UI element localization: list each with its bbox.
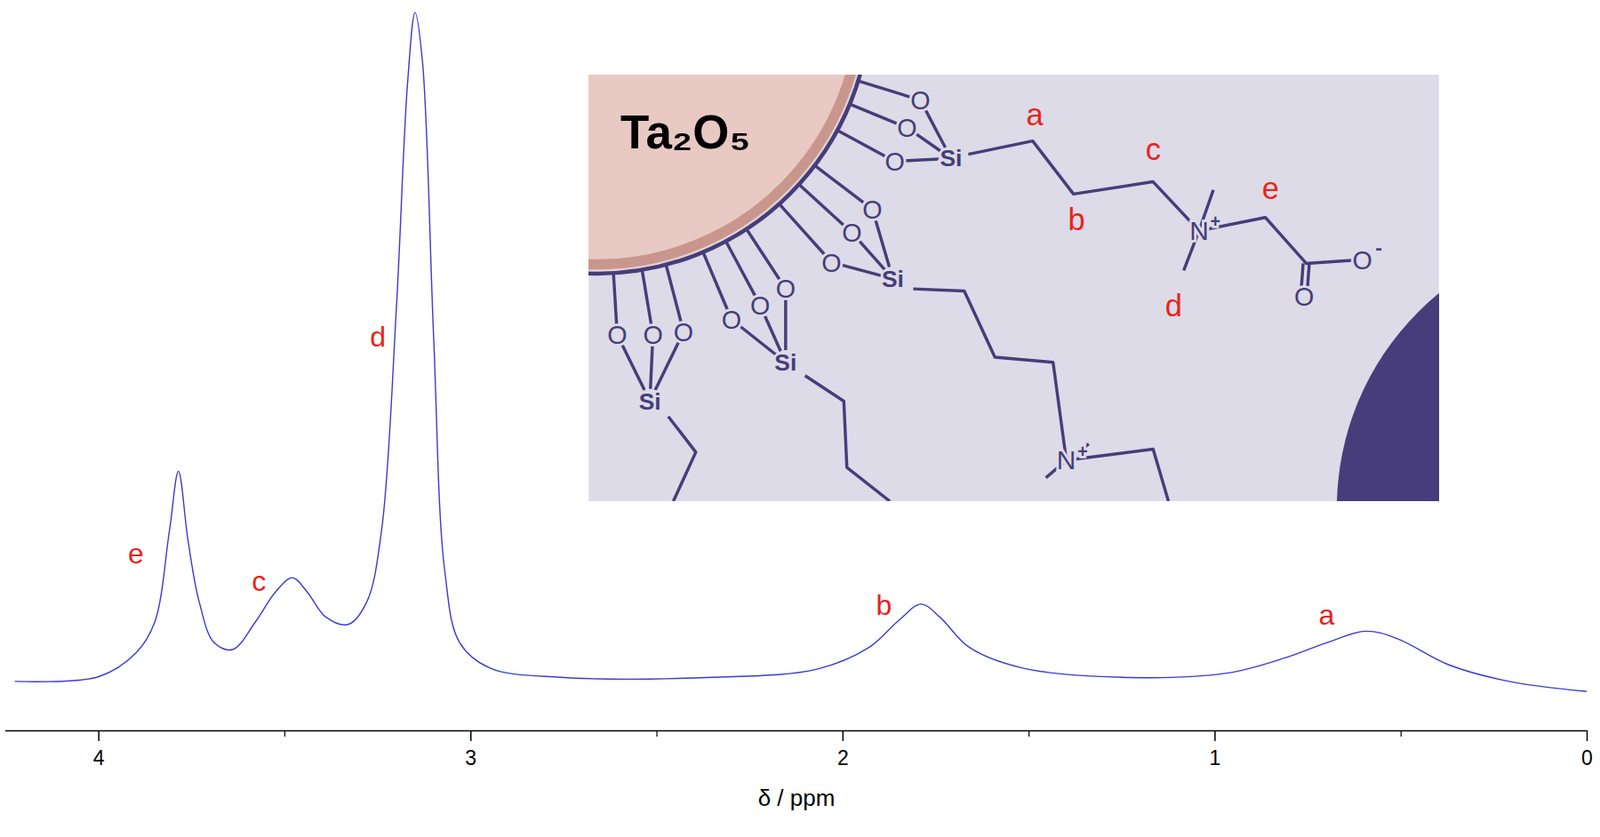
svg-text:d: d xyxy=(1165,288,1183,323)
svg-text:Si: Si xyxy=(639,388,662,416)
svg-text:0: 0 xyxy=(1581,746,1593,770)
svg-text:O: O xyxy=(841,218,862,248)
svg-text:b: b xyxy=(1068,202,1086,237)
svg-text:Ta₂O₅: Ta₂O₅ xyxy=(620,105,751,159)
svg-text:e: e xyxy=(128,537,144,570)
svg-text:O: O xyxy=(896,113,917,143)
svg-text:-: - xyxy=(1375,235,1383,259)
svg-text:Si: Si xyxy=(939,144,962,172)
svg-text:O: O xyxy=(607,320,627,350)
svg-text:O: O xyxy=(862,195,882,224)
svg-text:1: 1 xyxy=(1209,746,1222,770)
svg-text:N: N xyxy=(1056,445,1077,475)
svg-text:O: O xyxy=(721,305,742,335)
svg-text:3: 3 xyxy=(464,746,477,770)
svg-text:Si: Si xyxy=(774,349,797,376)
svg-text:O: O xyxy=(750,291,770,320)
svg-text:O: O xyxy=(1352,246,1372,275)
svg-text:O: O xyxy=(776,274,796,304)
svg-text:b: b xyxy=(875,589,892,622)
svg-text:O: O xyxy=(1294,282,1314,312)
svg-text:+: + xyxy=(1077,441,1088,462)
svg-text:O: O xyxy=(910,86,930,115)
svg-text:d: d xyxy=(369,320,386,353)
svg-text:+: + xyxy=(1210,211,1221,232)
svg-text:O: O xyxy=(821,248,841,278)
svg-text:4: 4 xyxy=(93,746,105,770)
svg-text:c: c xyxy=(1145,132,1161,167)
svg-text:δ / ppm: δ / ppm xyxy=(758,784,836,812)
svg-text:O: O xyxy=(885,147,905,176)
svg-text:c: c xyxy=(251,565,266,598)
svg-text:O: O xyxy=(673,318,694,347)
svg-text:Si: Si xyxy=(881,265,904,293)
svg-text:a: a xyxy=(1319,599,1336,632)
svg-text:a: a xyxy=(1025,97,1044,132)
svg-text:O: O xyxy=(642,320,663,350)
svg-text:e: e xyxy=(1262,171,1280,206)
svg-text:N: N xyxy=(1189,216,1209,246)
svg-text:2: 2 xyxy=(837,746,849,770)
